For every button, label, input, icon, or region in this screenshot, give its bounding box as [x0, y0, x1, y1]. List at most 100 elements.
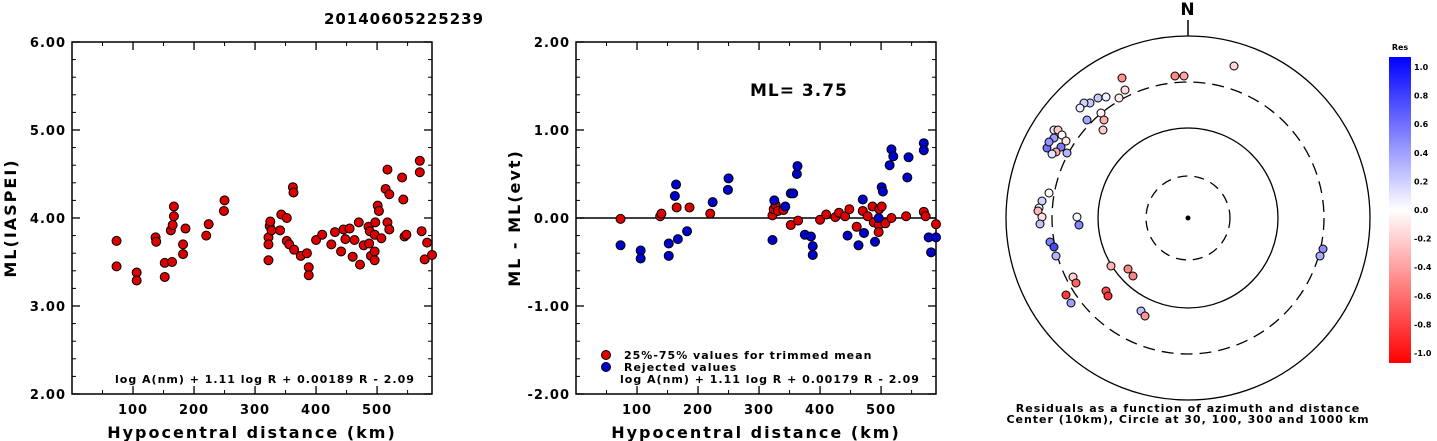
data-point — [317, 229, 328, 240]
data-point — [370, 217, 381, 228]
data-point — [344, 223, 355, 234]
data-point — [382, 164, 393, 175]
station-point — [1170, 71, 1180, 81]
data-point — [353, 217, 364, 228]
data-point — [672, 234, 683, 245]
y-tick-label: 6.00 — [30, 36, 66, 51]
colorbar-tick-label: 0.6 — [1414, 120, 1429, 129]
circle-300km — [1051, 81, 1325, 355]
data-point — [851, 221, 862, 232]
y-tick-label: 5.00 — [30, 124, 66, 139]
station-point — [1035, 219, 1045, 229]
data-points — [111, 155, 437, 286]
data-point — [722, 184, 733, 195]
data-point — [663, 238, 674, 249]
station-point — [1047, 149, 1057, 159]
legend-marker-rejected — [601, 362, 611, 372]
axis-ticks: 100 200 300 400 500 2.00 1.00 0.00 -1.00 -2.00 — [528, 36, 936, 418]
data-point — [219, 195, 230, 206]
circle-1000km — [1005, 35, 1371, 401]
data-point — [671, 179, 682, 190]
axis-ticks: 100 200 300 400 500 6.00 5.00 4.00 3.00 2.00 — [30, 36, 432, 418]
data-point — [376, 233, 387, 244]
data-point — [203, 219, 214, 230]
data-point — [821, 209, 832, 220]
station-point — [1315, 251, 1325, 261]
station-point — [1229, 61, 1239, 71]
data-point — [903, 152, 914, 163]
data-point — [419, 254, 430, 265]
magnitude-vs-distance-panel: 100 200 300 400 500 6.00 5.00 4.00 3.00 2.00 Hypo… — [1, 36, 437, 441]
data-point — [326, 239, 337, 250]
data-point — [369, 246, 380, 257]
data-point — [682, 226, 693, 237]
data-point — [920, 211, 931, 222]
polar-caption-line1: Residuals as a function of azimuth and d… — [1016, 402, 1360, 415]
station-point — [1179, 71, 1189, 81]
azimuth-residual-panel: N Residuals as a function of azimuth and… — [1005, 0, 1371, 426]
station-points — [1033, 61, 1328, 321]
data-point — [414, 167, 425, 178]
data-point — [926, 247, 937, 258]
station-point — [1128, 271, 1138, 281]
data-point — [178, 239, 189, 250]
formula-text: log A(nm) + 1.11 log R + 0.00189 R - 2.0… — [115, 373, 415, 386]
data-point — [902, 172, 913, 183]
data-point — [723, 173, 734, 184]
data-point — [422, 237, 433, 248]
plot-frame — [71, 41, 433, 395]
colorbar-gradient — [1389, 57, 1411, 363]
data-point — [788, 188, 799, 199]
data-point — [427, 249, 437, 260]
data-point — [281, 213, 292, 223]
data-point — [301, 248, 312, 259]
y-tick-label: -1.00 — [528, 300, 570, 315]
data-point — [373, 205, 384, 216]
circle-30km — [1145, 175, 1231, 261]
data-point — [349, 235, 360, 245]
data-point — [671, 202, 682, 213]
station-point — [1061, 290, 1071, 300]
station-point — [1098, 125, 1108, 135]
station-point — [1120, 85, 1130, 95]
data-point — [859, 227, 869, 238]
data-point — [931, 219, 941, 230]
data-point — [767, 235, 778, 245]
data-point — [416, 226, 427, 237]
x-tick-label: 200 — [683, 403, 713, 418]
y-tick-label: 2.00 — [30, 388, 66, 403]
data-point — [414, 155, 425, 166]
data-point — [780, 201, 791, 212]
station-point — [1049, 242, 1059, 252]
data-point — [853, 240, 864, 251]
data-point — [707, 197, 718, 208]
data-point — [347, 251, 358, 262]
colorbar-tick-label: -0.6 — [1414, 292, 1432, 301]
data-point — [303, 270, 314, 281]
ml-annotation: ML= 3.75 — [750, 81, 848, 101]
station-point — [1071, 278, 1081, 288]
data-point — [792, 161, 803, 172]
center-dot — [1185, 215, 1191, 221]
data-point — [111, 261, 122, 272]
colorbar: Res 1.0 0.8 0.6 0.4 0.2 0.0 -0.2 -0.4 -0.6 -0.8 -1… — [1389, 43, 1432, 363]
data-point — [844, 204, 855, 215]
data-point — [793, 215, 804, 226]
data-point — [384, 224, 395, 235]
station-point — [1117, 73, 1127, 83]
data-point — [369, 255, 380, 266]
station-point — [1061, 136, 1071, 146]
data-point — [635, 253, 646, 264]
station-point — [1099, 115, 1109, 125]
y-tick-label: 0.00 — [534, 212, 570, 227]
data-point — [857, 194, 868, 205]
data-point — [218, 205, 229, 216]
data-point — [684, 202, 695, 213]
data-point — [336, 246, 347, 257]
data-point — [876, 201, 887, 212]
x-tick-label: 400 — [805, 403, 835, 418]
colorbar-tick-label: 0.0 — [1414, 206, 1429, 215]
station-point — [1123, 264, 1133, 274]
data-point — [151, 236, 162, 247]
colorbar-tick-label: 0.4 — [1414, 149, 1429, 158]
